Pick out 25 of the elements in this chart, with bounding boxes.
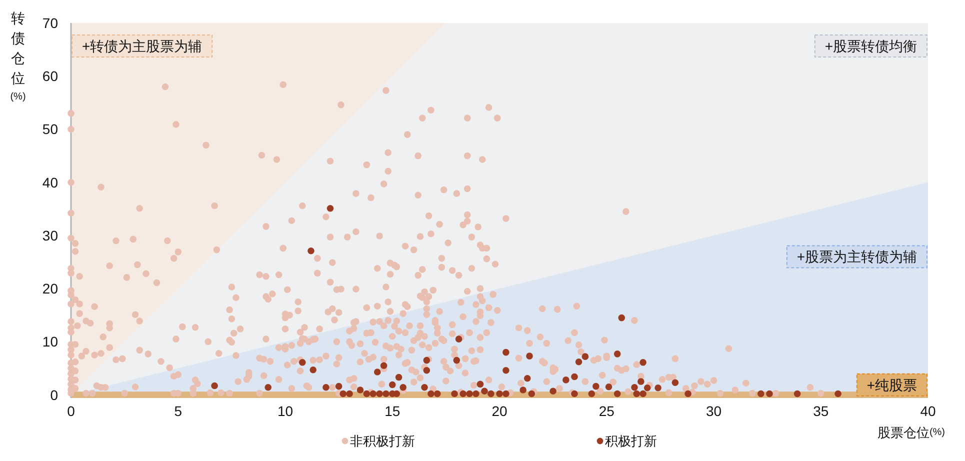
x-tick-label: 10 <box>277 403 294 419</box>
x-tick-label: 20 <box>492 403 508 419</box>
series-label: +转债为主股票为辅 <box>82 38 202 54</box>
y-tick-label: 20 <box>42 280 58 297</box>
x-tick-label: 30 <box>706 403 722 419</box>
series-label: +股票转债均衡 <box>824 38 918 54</box>
series-label: +股票为主转债为辅 <box>796 248 918 265</box>
x-tick-label: 40 <box>920 403 936 419</box>
y-tick-label: 0 <box>50 386 58 403</box>
x-tick-label: 25 <box>598 403 615 419</box>
band-label: +纯股票 <box>866 376 918 393</box>
x-tick-label: 5 <box>174 403 182 419</box>
x-tick-label: 15 <box>384 403 400 419</box>
y-tick-label: 60 <box>42 68 58 84</box>
x-axis-title: 股票仓位(%) <box>877 424 945 440</box>
y-tick-label: 50 <box>42 121 58 138</box>
y-tick-label: 30 <box>42 227 58 244</box>
y-tick-label: 40 <box>42 174 58 190</box>
legend-label: 非积极打新 <box>350 434 415 448</box>
x-tick-label: 0 <box>67 403 76 419</box>
legend-label: 积极打新 <box>605 434 657 448</box>
y-axis-title: 转债仓位(%) <box>10 10 26 102</box>
x-tick-label: 35 <box>813 403 829 419</box>
y-tick-label: 70 <box>42 15 58 31</box>
y-tick-label: 10 <box>42 334 58 350</box>
